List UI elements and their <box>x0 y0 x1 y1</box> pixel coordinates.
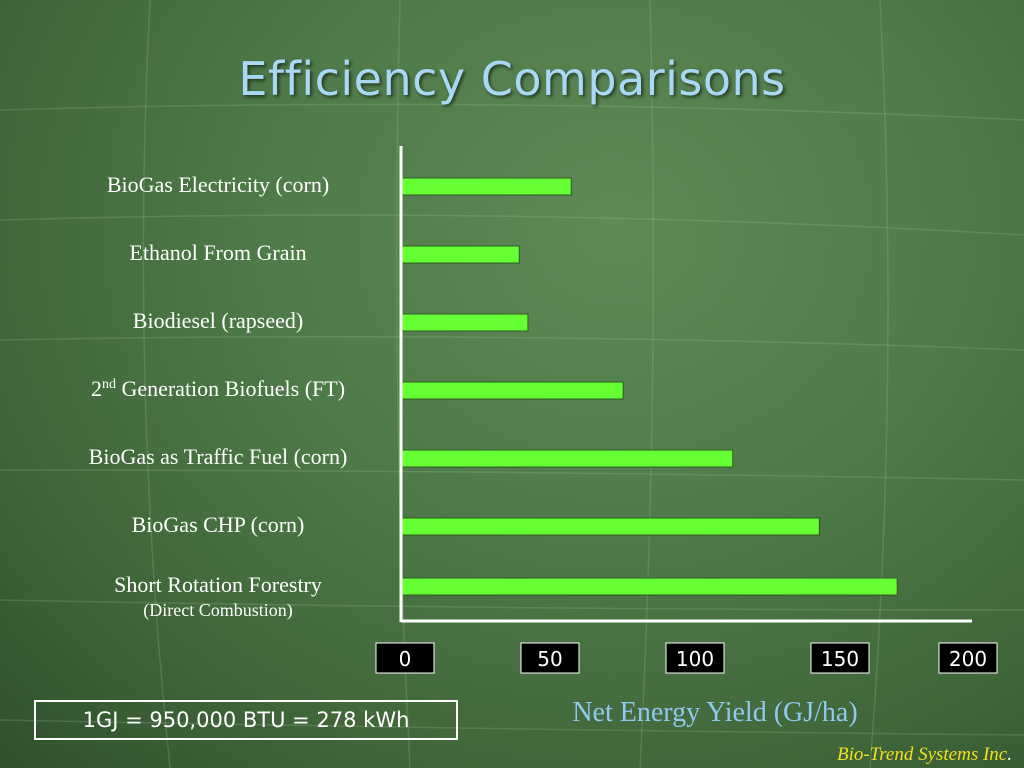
x-tick-box-4 <box>938 642 998 674</box>
category-label-5: BioGas CHP (corn) <box>132 512 305 537</box>
category-labels: BioGas Electricity (corn) Ethanol From Gr… <box>89 172 348 621</box>
bar-5 <box>401 517 820 536</box>
bar-4 <box>401 449 734 468</box>
slide-title: Efficiency Comparisons <box>238 52 786 106</box>
category-label-1: Ethanol From Grain <box>129 240 306 265</box>
category-label-0: BioGas Electricity (corn) <box>107 172 329 197</box>
bar-3 <box>401 381 624 400</box>
bar-2 <box>401 313 529 332</box>
bars-group <box>401 177 898 596</box>
x-tick-label-0: 0 <box>399 647 412 671</box>
x-tick-box-0 <box>375 642 435 674</box>
category-label-2: Biodiesel (rapseed) <box>133 308 303 333</box>
x-tick-label-1: 50 <box>537 647 562 671</box>
bar-0 <box>401 177 572 196</box>
bar-6 <box>401 577 898 596</box>
category-sublabel-6: (Direct Combustion) <box>143 600 292 621</box>
x-tick-label-3: 150 <box>821 647 859 671</box>
category-label-4: BioGas as Traffic Fuel (corn) <box>89 444 348 469</box>
credit-text: Bio-Trend Systems Inc. <box>837 744 1012 766</box>
x-tick-label-4: 200 <box>949 647 987 671</box>
x-axis-title: Net Energy Yield (GJ/ha) <box>572 697 858 728</box>
category-label-3: 2nd Generation Biofuels (FT) <box>91 376 345 401</box>
x-tick-box-3 <box>810 642 870 674</box>
credit-period: . <box>1007 744 1012 765</box>
x-tick-box-1 <box>520 642 580 674</box>
x-tick-label-2: 100 <box>676 647 714 671</box>
credit-name: Bio-Trend Systems Inc <box>836 744 1008 765</box>
x-tick-labels: 0 50 100 150 200 <box>375 642 998 674</box>
category-label-6: Short Rotation Forestry <box>114 572 322 597</box>
x-tick-box-2 <box>665 642 725 674</box>
conversion-note: 1GJ = 950,000 BTU = 278 kWh <box>34 700 458 740</box>
bar-1 <box>401 245 520 264</box>
